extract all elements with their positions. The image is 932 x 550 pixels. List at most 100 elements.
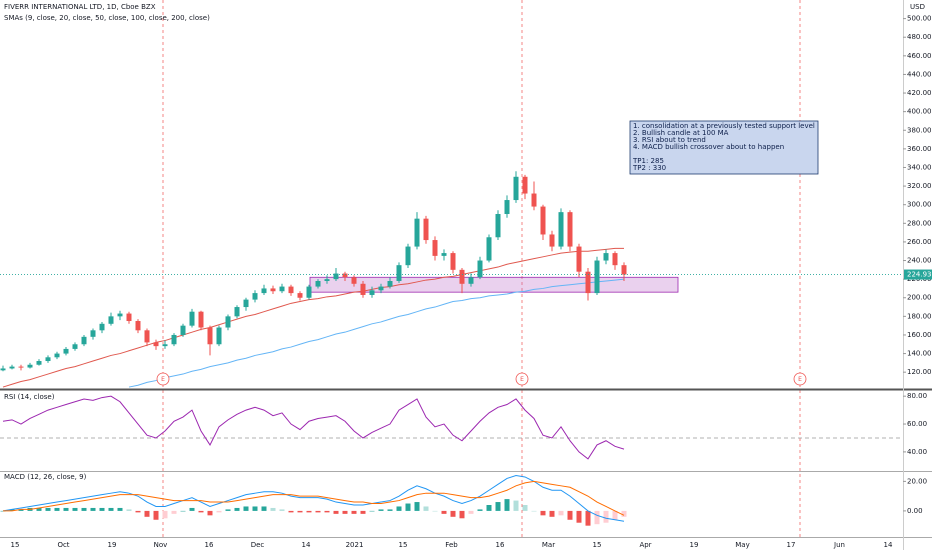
candle-body <box>36 361 42 365</box>
note-line: 2. Bullish candle at 100 MA <box>633 129 729 137</box>
y-tick-label: 500.00 <box>907 15 932 23</box>
candle-body <box>9 366 15 369</box>
candle-body <box>477 260 483 278</box>
candle-body <box>189 311 195 326</box>
histogram-bar <box>576 510 582 523</box>
candle-body <box>261 288 267 294</box>
histogram-bar <box>441 510 447 514</box>
candle-body <box>153 342 159 347</box>
candle-body <box>522 176 528 194</box>
candle-body <box>0 368 6 371</box>
histogram-bar <box>306 510 312 513</box>
histogram-bar <box>540 510 546 516</box>
histogram-bar <box>162 510 168 519</box>
candle-body <box>360 283 366 295</box>
y-tick-label: 360.00 <box>907 145 932 153</box>
candle-body <box>603 253 609 261</box>
histogram-bar <box>180 510 186 512</box>
histogram-bar <box>261 506 267 511</box>
histogram-bar <box>612 510 618 520</box>
candle-body <box>27 364 33 368</box>
histogram-bar <box>144 510 150 517</box>
candle-body <box>72 344 78 349</box>
candle-body <box>567 212 573 247</box>
candle-body <box>540 206 546 235</box>
histogram-bar <box>225 509 231 511</box>
x-tick-label: Oct <box>57 541 69 549</box>
histogram-bar <box>459 510 465 519</box>
histogram-bar <box>495 502 501 511</box>
histogram-bar <box>513 500 519 511</box>
histogram-bar <box>252 506 258 511</box>
histogram-bar <box>396 506 402 511</box>
candle-body <box>612 253 618 266</box>
earnings-marker <box>515 372 529 386</box>
x-tick-label: Nov <box>154 541 168 549</box>
candle-body <box>450 253 456 270</box>
histogram-bar <box>558 510 564 516</box>
candle-body <box>405 246 411 266</box>
candle-body <box>54 353 60 358</box>
candle-body <box>333 273 339 280</box>
histogram-bar <box>153 510 159 520</box>
candle-body <box>99 323 105 331</box>
histogram-bar <box>135 510 141 513</box>
note-line: 4. MACD bullish crossover about to happe… <box>633 143 784 151</box>
indicator-line <box>3 480 625 516</box>
candle-body <box>117 313 123 317</box>
y-tick-label: 380.00 <box>907 126 932 134</box>
y-tick-label: 460.00 <box>907 52 932 60</box>
candle-body <box>279 286 285 292</box>
y-tick-label: 400.00 <box>907 108 932 116</box>
y-tick-label: 240.00 <box>907 257 932 265</box>
indicator-line <box>2 474 625 522</box>
candle-body <box>180 325 186 335</box>
histogram-bar <box>234 507 240 511</box>
candle-body <box>594 260 600 294</box>
candle-body <box>324 279 330 281</box>
y-tick-label: 120.00 <box>907 368 932 376</box>
histogram-bar <box>216 510 222 513</box>
histogram-bar <box>603 510 609 523</box>
histogram-bar <box>36 507 42 511</box>
x-tick-label: 2021 <box>346 541 364 549</box>
note-line: TP1: 285 <box>632 157 664 165</box>
candle-body <box>216 327 222 345</box>
histogram-bar <box>18 509 24 511</box>
earnings-marker <box>156 372 170 386</box>
candle-body <box>369 290 375 295</box>
y-tick-label: 280.00 <box>907 219 932 227</box>
earnings-marker <box>793 372 807 386</box>
candle-body <box>531 193 537 207</box>
indicator-line <box>128 278 625 388</box>
x-tick-label: 15 <box>11 541 20 549</box>
y-tick-label: 180.00 <box>907 312 932 320</box>
histogram-bar <box>117 507 123 511</box>
x-tick-label: Jun <box>833 541 845 549</box>
histogram-bar <box>315 510 321 513</box>
x-tick-label: Feb <box>445 541 458 549</box>
histogram-bar <box>189 507 195 511</box>
x-tick-label: 15 <box>399 541 408 549</box>
candle-body <box>63 348 69 354</box>
histogram-bar <box>333 510 339 514</box>
histogram-bar <box>81 507 87 511</box>
x-tick-label: 16 <box>496 541 505 549</box>
candle-body <box>387 280 393 287</box>
candle-body <box>297 293 303 298</box>
candle-body <box>342 273 348 278</box>
y-tick-label: 440.00 <box>907 70 932 78</box>
candle-body <box>441 253 447 256</box>
histogram-bar <box>468 510 474 514</box>
candle-body <box>81 336 87 345</box>
y-tick-label: 40.00 <box>907 448 927 456</box>
histogram-bar <box>270 507 276 511</box>
histogram-bar <box>351 510 357 514</box>
candle-body <box>306 286 312 298</box>
x-tick-label: 15 <box>593 541 602 549</box>
histogram-bar <box>522 505 528 511</box>
histogram-bar <box>369 510 375 512</box>
candle-body <box>621 265 627 275</box>
candle-body <box>558 212 564 247</box>
